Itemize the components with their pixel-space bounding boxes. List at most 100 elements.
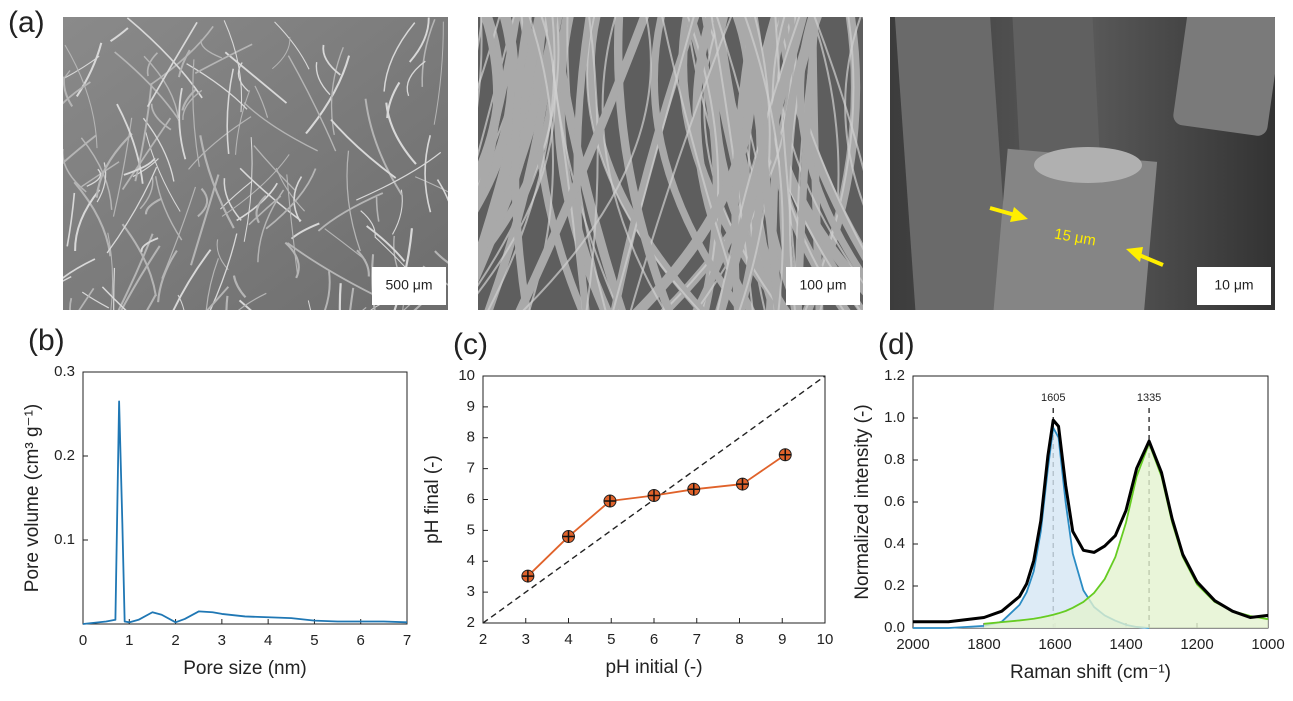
fiber (188, 116, 252, 170)
fiber (424, 135, 432, 213)
fiber (106, 166, 158, 254)
fiber (63, 149, 87, 193)
fiber (96, 162, 107, 203)
fiber (221, 154, 290, 217)
fiber (414, 176, 448, 193)
fiber (146, 21, 198, 108)
fiber (421, 18, 436, 87)
fiber (134, 83, 153, 182)
fiber (123, 157, 156, 176)
fiber (189, 174, 220, 266)
fiber (197, 187, 209, 218)
y-tick-label: 10 (458, 367, 475, 384)
point-cross (736, 478, 749, 491)
fiber (238, 292, 267, 310)
fiber (121, 223, 157, 297)
x-tick-label: 3 (522, 631, 530, 648)
fiber (86, 168, 102, 187)
fiber (224, 51, 288, 104)
fiber (239, 167, 302, 222)
fiber (161, 186, 197, 279)
fiber (225, 295, 229, 310)
fiber (226, 68, 235, 154)
fiber (265, 168, 317, 230)
fiber (248, 195, 282, 226)
fiber (287, 55, 337, 152)
fiber (63, 276, 72, 282)
fiber (487, 17, 556, 310)
fiber (271, 36, 291, 70)
fiber (142, 117, 175, 182)
fiber (478, 17, 546, 278)
fiber (553, 17, 612, 310)
fiber (66, 192, 76, 247)
x-tick-label: 2 (479, 631, 487, 648)
fiber (478, 17, 501, 208)
fiber (205, 258, 219, 310)
fiber (63, 81, 91, 105)
fiber (232, 275, 247, 299)
fiber (223, 20, 243, 113)
x-tick-label: 1000 (1251, 636, 1284, 653)
fiber (893, 17, 1012, 310)
fiber (69, 297, 73, 310)
fiber (275, 167, 306, 212)
x-axis-label: Pore size (nm) (183, 658, 307, 679)
fiber (107, 232, 114, 310)
x-tick-label: 1400 (1109, 636, 1142, 653)
fiber (253, 145, 296, 191)
y-tick-label: 7 (467, 460, 475, 477)
y-tick-label: 0.2 (54, 447, 75, 464)
fiber (199, 135, 235, 229)
x-tick-label: 5 (310, 632, 318, 649)
fiber (112, 117, 133, 217)
fiber (284, 241, 300, 279)
y-tick-label: 1.0 (884, 409, 905, 426)
fiber (109, 27, 129, 43)
fiber (385, 102, 417, 165)
y-tick-label: 0.8 (884, 451, 905, 468)
fiber (126, 17, 203, 99)
fiber (206, 286, 230, 310)
fiber (601, 17, 666, 310)
data-line (913, 418, 1269, 624)
y-tick-label: 0.1 (54, 531, 75, 548)
fiber (703, 17, 783, 310)
fiber (364, 98, 403, 196)
fiber (360, 210, 376, 237)
fiber (172, 249, 212, 310)
fiber (113, 267, 116, 310)
fiber-end (1034, 147, 1142, 183)
fiber (81, 291, 110, 309)
panel-label: (b) (28, 324, 65, 357)
fiber (612, 17, 695, 310)
y-axis-label: pH final (-) (422, 455, 443, 544)
fiber (64, 44, 98, 149)
scale-bar: 500 μm (386, 277, 433, 293)
fiber (744, 17, 784, 310)
plot-frame (912, 375, 1269, 629)
fiber (462, 10, 472, 320)
fiber (330, 118, 397, 179)
fiber (1173, 17, 1275, 136)
fiber (738, 17, 771, 310)
arrow-head (1126, 247, 1143, 262)
fiber (324, 228, 366, 261)
fiber (178, 87, 187, 160)
fiber (181, 88, 197, 111)
fiber (101, 286, 127, 310)
fiber (150, 103, 172, 131)
arrow-head (1010, 207, 1028, 222)
y-axis-label: Pore volume (cm³ g⁻¹) (22, 404, 43, 592)
fibers: 15 μm (893, 17, 1275, 310)
y-tick-label: 0.6 (884, 493, 905, 510)
fiber (585, 17, 599, 310)
x-tick-label: 1 (125, 632, 133, 649)
x-tick-label: 5 (607, 631, 615, 648)
x-tick-label: 6 (650, 631, 658, 648)
fiber (434, 250, 448, 264)
fiber (515, 17, 649, 310)
fiber (844, 17, 863, 206)
fiber (522, 17, 652, 310)
